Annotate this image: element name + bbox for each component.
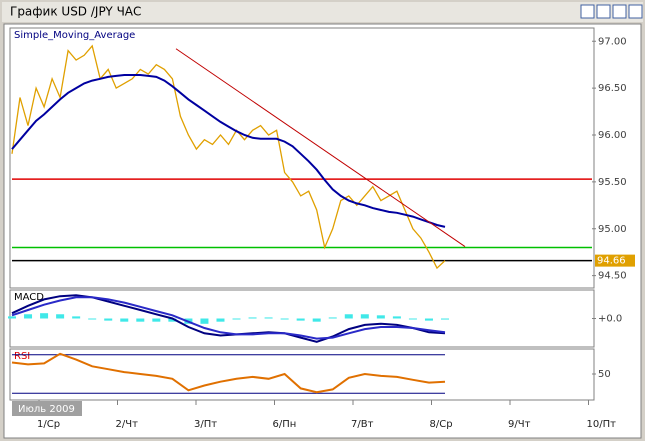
- panel-border: [9, 27, 595, 289]
- histogram-bar: [280, 318, 289, 320]
- x-tick-label: 8/Ср: [430, 419, 453, 430]
- histogram-bar: [344, 314, 353, 319]
- histogram-bar: [392, 316, 401, 319]
- x-tick-label: 1/Ср: [37, 419, 60, 430]
- close-button[interactable]: [628, 4, 643, 19]
- histogram-bar: [200, 318, 209, 324]
- y-tick-label: 96.50: [598, 83, 627, 94]
- histogram-bar: [424, 318, 433, 321]
- price-tag: [595, 254, 635, 267]
- y-tick-label: 50: [598, 369, 611, 380]
- x-tick-label: 6/Пн: [273, 419, 297, 430]
- window-title: График USD /JPY ЧАС: [10, 5, 141, 19]
- histogram-bar: [88, 318, 97, 320]
- series-line: [11, 74, 446, 228]
- title-bar: [2, 2, 643, 22]
- panel-title: RSI: [14, 351, 30, 362]
- histogram-bar: [72, 316, 81, 319]
- panel-title: MACD: [14, 292, 44, 303]
- chart-area: [3, 23, 642, 439]
- y-tick-label: 94.50: [598, 271, 627, 282]
- maximize-button[interactable]: [612, 4, 627, 19]
- histogram-bar: [40, 313, 49, 319]
- series-line: [11, 294, 446, 343]
- date-label: Июль 2009: [18, 404, 75, 415]
- histogram-bar: [248, 317, 257, 319]
- histogram-bar: [408, 318, 417, 320]
- series-line: [11, 44, 446, 270]
- histogram-bar: [264, 317, 273, 319]
- histogram-bar: [104, 318, 113, 321]
- y-tick-label: 96.00: [598, 130, 627, 141]
- histogram-bar: [120, 318, 129, 322]
- date-label-box: [12, 401, 82, 416]
- histogram-bar: [312, 318, 321, 322]
- y-tick-label: 95.50: [598, 177, 627, 188]
- histogram-bar: [168, 318, 177, 322]
- histogram-bar: [328, 317, 337, 319]
- x-tick-label: 2/Чт: [116, 419, 139, 430]
- split-button[interactable]: [596, 4, 611, 19]
- histogram-bar: [360, 314, 369, 319]
- histogram-bar: [8, 316, 16, 319]
- y-tick-label: 97.00: [598, 36, 627, 47]
- series-line: [11, 352, 446, 394]
- y-tick-label: 95.00: [598, 224, 627, 235]
- x-tick-label: 10/Пт: [587, 419, 617, 430]
- histogram-bar: [152, 318, 161, 322]
- histogram-bar: [296, 318, 305, 321]
- histogram-bar: [376, 315, 385, 319]
- x-tick-label: 7/Вт: [351, 419, 374, 430]
- panel-title: Simple_Moving_Average: [14, 30, 135, 41]
- y-tick-label: +0.0: [598, 314, 622, 325]
- series-line: [11, 296, 446, 340]
- histogram-bar: [136, 318, 145, 322]
- trend-line: [175, 48, 466, 247]
- price-tag-label: 94.66: [597, 256, 626, 267]
- histogram-bar: [441, 318, 449, 320]
- histogram-bar: [216, 318, 225, 322]
- x-tick-label: 9/Чт: [508, 419, 531, 430]
- histogram-bar: [232, 318, 241, 320]
- histogram-bar: [24, 314, 33, 319]
- restore-button[interactable]: [580, 4, 595, 19]
- histogram-bar: [56, 314, 65, 319]
- x-tick-label: 3/Пт: [194, 419, 217, 430]
